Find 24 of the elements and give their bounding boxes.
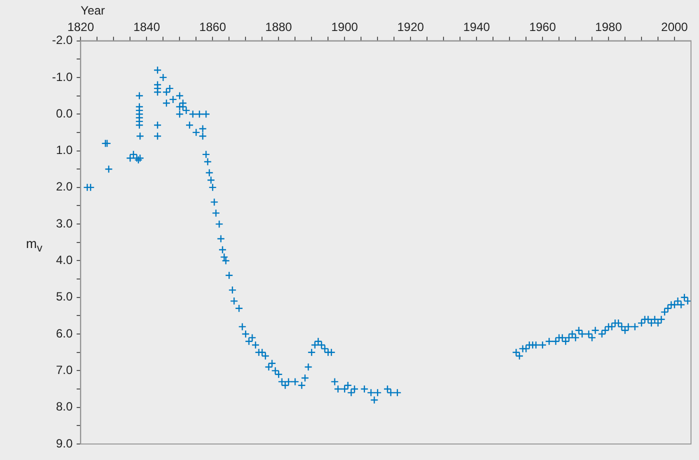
y-tick-label: 2.0: [56, 180, 73, 194]
y-tick-label: -2.0: [52, 33, 73, 48]
x-tick-label: 1900: [331, 20, 358, 34]
y-tick-label: 1.0: [56, 143, 73, 158]
x-tick-label: 1820: [67, 20, 94, 34]
y-tick-label: 9.0: [56, 436, 73, 450]
y-tick-label: 7.0: [56, 363, 73, 378]
x-tick-label: 1880: [265, 20, 292, 34]
y-tick-label: 6.0: [56, 326, 73, 340]
y-tick-label: 0.0: [56, 106, 73, 120]
y-tick-label: -1.0: [52, 70, 73, 84]
y-tick-label: 4.0: [56, 253, 73, 268]
x-tick-label: 1940: [463, 20, 490, 34]
x-tick-label: 1840: [133, 20, 160, 34]
y-tick-label: 5.0: [56, 290, 73, 304]
x-tick-label: 1980: [595, 20, 622, 34]
x-tick-label: 1920: [397, 20, 424, 34]
y-axis-title: m$_{v}$: [26, 236, 42, 255]
y-tick-label: 8.0: [56, 400, 73, 414]
x-tick-label: 1960: [529, 20, 556, 34]
x-tick-label: 2000: [661, 20, 688, 34]
x-tick-label: 1860: [199, 20, 226, 34]
x-axis-title: Year: [80, 4, 105, 18]
y-tick-label: 3.0: [56, 216, 73, 230]
